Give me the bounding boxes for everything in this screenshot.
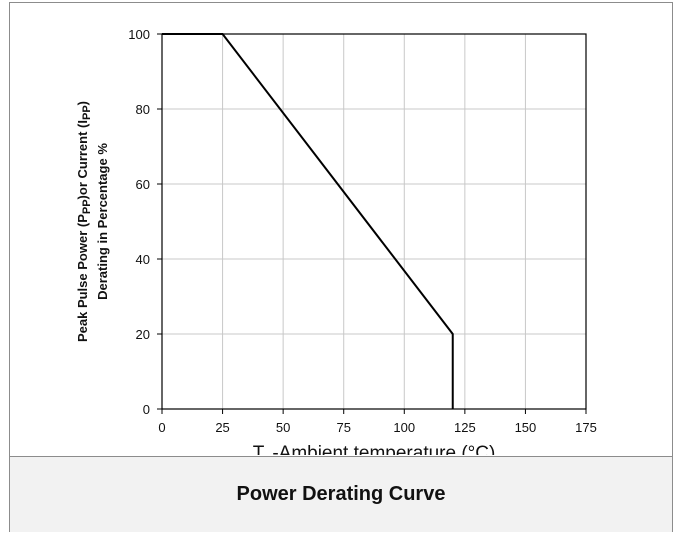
- y-tick-label: 60: [136, 177, 150, 192]
- x-tick-label: 150: [515, 420, 537, 435]
- y-tick-label: 0: [143, 402, 150, 417]
- y-axis-label-part-a: Peak Pulse Power (P: [75, 214, 90, 342]
- x-tick-label: 175: [575, 420, 597, 435]
- chart-caption-bar: Power Derating Curve: [10, 456, 672, 532]
- x-tick-label: 75: [336, 420, 350, 435]
- y-tick-label: 80: [136, 102, 150, 117]
- x-tick-label: 125: [454, 420, 476, 435]
- x-axis-label: TA-Ambient temperature (°C): [253, 443, 496, 455]
- derating-chart: 0 25 50 75 100 125 150 175 0 20 40 60 80 100 TA-Ambie…: [75, 27, 597, 465]
- chart-caption: Power Derating Curve: [236, 483, 446, 505]
- grid-layer: [162, 34, 586, 409]
- plot-border: [161, 33, 587, 410]
- x-tick-label: 0: [158, 420, 165, 435]
- x-tick-label: 50: [276, 420, 290, 435]
- chart-area: 0 25 50 75 100 125 150 175 0 20 40 60 80 100 TA-Ambie…: [10, 3, 672, 465]
- y-axis-label-sub1: PP: [81, 199, 93, 214]
- x-tick-label: 100: [393, 420, 415, 435]
- x-axis-label-rest: -Ambient temperature (°C): [272, 443, 495, 455]
- chart-frame: 0 25 50 75 100 125 150 175 0 20 40 60 80 100 TA-Ambie…: [9, 2, 673, 532]
- tick-layer: 0 25 50 75 100 125 150 175 0 20 40 60 80 100: [128, 27, 597, 435]
- y-axis-label-sub2: PP: [81, 105, 93, 120]
- y-axis-label-line1: Peak Pulse Power (PPP)or Current (IPP): [75, 101, 93, 342]
- x-tick-label: 25: [215, 420, 229, 435]
- y-axis-label-line2: Derating in Percentage %: [95, 143, 110, 300]
- y-tick-label: 20: [136, 327, 150, 342]
- y-tick-label: 40: [136, 252, 150, 267]
- y-axis-label-part-b: )or Current (I: [75, 120, 90, 199]
- series-layer: [162, 33, 454, 409]
- y-tick-label: 100: [128, 27, 150, 42]
- derating-curve-line: [162, 33, 454, 409]
- y-axis-label-part-c: ): [75, 101, 90, 105]
- x-axis-label-t: T: [253, 443, 265, 455]
